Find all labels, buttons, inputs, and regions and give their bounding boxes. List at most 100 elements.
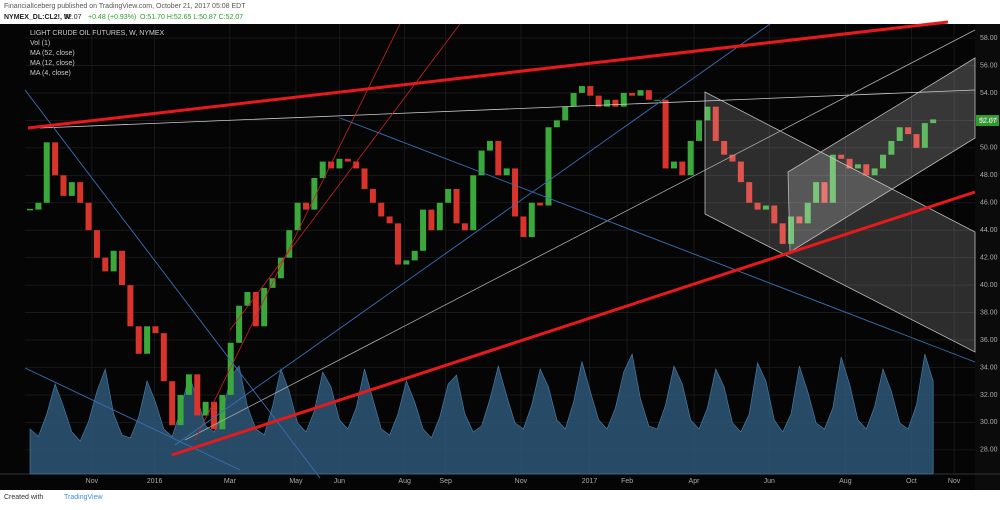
candle bbox=[888, 140, 895, 155]
candle bbox=[453, 189, 460, 224]
legend-ma: MA (4, close) bbox=[30, 70, 71, 77]
candle bbox=[244, 291, 251, 306]
candle bbox=[746, 182, 753, 203]
y-tick-label: 46.00 bbox=[980, 200, 998, 207]
publisher: FinancialIceberg published on TradingVie… bbox=[4, 3, 246, 10]
ohlc: O:51.70 H:52.65 L:50.87 C:52.07 bbox=[140, 14, 243, 21]
x-tick-label: Jun bbox=[764, 478, 775, 485]
x-tick-label: Jun bbox=[334, 478, 345, 485]
candle bbox=[721, 140, 728, 155]
candle bbox=[687, 140, 694, 176]
candle bbox=[829, 154, 836, 203]
candle bbox=[737, 161, 744, 183]
candle bbox=[670, 161, 677, 169]
candle bbox=[712, 106, 719, 141]
candle bbox=[503, 168, 510, 176]
y-tick-label: 50.00 bbox=[980, 145, 998, 152]
candle bbox=[629, 92, 636, 96]
candle bbox=[252, 291, 259, 327]
candle bbox=[478, 150, 485, 176]
candle bbox=[43, 142, 50, 203]
candle bbox=[595, 95, 602, 107]
candle bbox=[144, 326, 151, 354]
y-tick-label: 38.00 bbox=[980, 309, 998, 316]
candle bbox=[35, 202, 42, 210]
candle bbox=[77, 182, 84, 203]
candle bbox=[838, 154, 845, 159]
candle bbox=[428, 209, 435, 231]
legend-vol: Vol (1) bbox=[30, 40, 50, 47]
candle bbox=[762, 205, 769, 210]
drawings bbox=[24, 20, 976, 479]
x-tick-label: Aug bbox=[839, 478, 852, 485]
candle bbox=[394, 223, 401, 265]
candle bbox=[160, 333, 167, 382]
candle bbox=[411, 250, 418, 261]
last-price-tag bbox=[976, 115, 999, 126]
y-tick-label: 36.00 bbox=[980, 337, 998, 344]
change: +0.48 (+0.93%) bbox=[88, 14, 136, 21]
candle bbox=[461, 223, 468, 231]
candle bbox=[779, 223, 786, 244]
footer-text: Created with bbox=[4, 494, 43, 501]
candle bbox=[152, 326, 159, 334]
footer bbox=[0, 490, 1000, 505]
last-price: 52.07 bbox=[64, 14, 82, 21]
candle bbox=[570, 92, 577, 107]
x-tick-label: Oct bbox=[906, 478, 917, 485]
candle bbox=[311, 178, 318, 210]
volume-area bbox=[29, 353, 934, 475]
y-tick-label: 30.00 bbox=[980, 419, 998, 426]
candle bbox=[110, 250, 117, 272]
candle bbox=[796, 216, 803, 224]
candle bbox=[562, 106, 569, 121]
x-tick-label: Sep bbox=[439, 478, 452, 485]
candle bbox=[135, 326, 142, 354]
candle bbox=[52, 142, 59, 176]
candle bbox=[361, 168, 368, 190]
candle bbox=[85, 202, 92, 231]
candle bbox=[127, 285, 134, 327]
candle bbox=[913, 134, 920, 148]
candle bbox=[277, 257, 284, 279]
x-tick-label: Nov bbox=[948, 478, 961, 485]
candle bbox=[436, 202, 443, 231]
candle bbox=[930, 119, 937, 124]
candle bbox=[470, 175, 477, 231]
candle bbox=[386, 216, 393, 224]
candle bbox=[528, 202, 535, 238]
legend-title: LIGHT CRUDE OIL FUTURES, W, NYMEX bbox=[30, 30, 165, 37]
y-tick-label: 58.00 bbox=[980, 35, 998, 42]
candle bbox=[863, 164, 870, 176]
candle bbox=[68, 182, 75, 196]
candle bbox=[880, 154, 887, 169]
candle bbox=[854, 164, 861, 169]
candle bbox=[804, 202, 811, 224]
x-tick-label: Aug bbox=[398, 478, 411, 485]
candle bbox=[353, 161, 360, 169]
y-tick-label: 44.00 bbox=[980, 227, 998, 234]
candle bbox=[846, 158, 853, 169]
candle bbox=[921, 123, 928, 148]
x-tick-label: May bbox=[289, 478, 303, 485]
x-tick-label: 2017 bbox=[582, 478, 598, 485]
legend-ma: MA (52, close) bbox=[30, 50, 75, 57]
candle bbox=[177, 394, 184, 426]
candle bbox=[871, 168, 878, 176]
candle bbox=[344, 158, 351, 162]
legend-ma: MA (12, close) bbox=[30, 60, 75, 67]
candle bbox=[537, 202, 544, 206]
candle bbox=[202, 401, 209, 416]
candle bbox=[662, 99, 669, 169]
candle bbox=[704, 106, 711, 121]
candle bbox=[261, 287, 268, 327]
x-tick-label: Mar bbox=[224, 478, 237, 485]
candle bbox=[512, 168, 519, 217]
candle bbox=[185, 374, 192, 395]
candle bbox=[445, 189, 452, 203]
candle bbox=[336, 158, 343, 169]
candle bbox=[328, 161, 335, 169]
x-tick-label: Feb bbox=[621, 478, 633, 485]
footer-brand[interactable]: TradingView bbox=[64, 494, 103, 501]
